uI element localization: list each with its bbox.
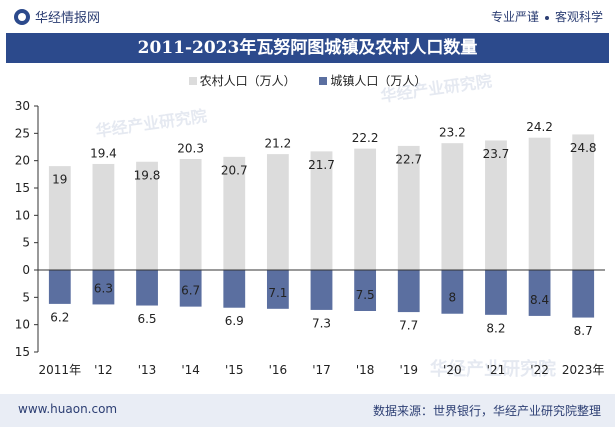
bar-urban <box>485 270 507 315</box>
y-axis: 30 25 20 15 10 5 0 5 10 15 <box>15 99 39 359</box>
bar-rural <box>572 134 595 270</box>
data-label-urban: 6.2 <box>50 310 69 324</box>
x-tick-label: 2011年 <box>39 363 82 377</box>
y-tick-label: 15 <box>15 181 30 195</box>
x-tick-label: '15 <box>225 363 244 377</box>
x-tick-label: '14 <box>181 363 200 377</box>
legend-label-rural: 农村人口（万人） <box>199 74 296 88</box>
bar-rural <box>310 151 333 270</box>
data-label-rural: 19.4 <box>90 146 117 160</box>
data-label-urban: 6.9 <box>225 314 244 328</box>
bar-rural <box>441 143 464 270</box>
bar-urban <box>136 270 158 306</box>
x-tick-label: '13 <box>138 363 157 377</box>
y-tick-label: 15 <box>15 345 30 359</box>
legend-label-urban: 城镇人口（万人） <box>330 74 427 88</box>
x-tick-label: 2023年 <box>562 363 605 377</box>
brand[interactable]: 华经情报网 <box>14 7 100 26</box>
x-tick-label: '22 <box>530 363 549 377</box>
data-label-urban: 7.5 <box>356 288 375 302</box>
bar-rural <box>397 145 420 270</box>
data-label-urban: 6.7 <box>181 284 200 298</box>
data-label-rural: 24.8 <box>570 141 597 155</box>
x-tick-label: '12 <box>94 363 113 377</box>
bar-rural <box>136 161 158 270</box>
data-label-urban: 8.2 <box>486 321 505 335</box>
data-label-rural: 19 <box>52 173 67 187</box>
data-label-rural: 20.7 <box>221 163 248 177</box>
x-tick-label: '16 <box>269 363 288 377</box>
y-tick-label: 10 <box>15 208 30 222</box>
data-label-rural: 22.2 <box>352 131 379 145</box>
y-tick-label: 25 <box>15 126 30 140</box>
bar-urban <box>354 270 377 311</box>
x-tick-label: '19 <box>399 363 418 377</box>
bar-rural <box>48 166 71 270</box>
legend-swatch-urban <box>319 76 328 85</box>
data-label-rural: 21.2 <box>265 137 292 151</box>
bar-urban <box>266 270 289 309</box>
x-tick-label: '20 <box>443 363 462 377</box>
bar-rural <box>528 137 551 270</box>
tagline-left: 专业严谨 <box>490 10 539 24</box>
data-label-urban: 7.1 <box>268 286 287 300</box>
x-tick-label: '18 <box>356 363 375 377</box>
separator-dot-icon <box>544 15 549 20</box>
tagline: 专业严谨 客观科学 <box>491 8 603 25</box>
data-labels: 19 6.2 19.4 6.3 19.8 6.5 20.3 6.7 20.7 6.9 21.2 7.1… <box>50 120 596 338</box>
data-label-urban: 7.7 <box>399 319 418 333</box>
data-label-rural: 21.7 <box>308 158 335 172</box>
chart-title: 2011-2023年瓦努阿图城镇及农村人口数量 <box>6 33 609 63</box>
y-tick-label: 0 <box>22 263 30 277</box>
data-label-urban: 6.3 <box>94 281 113 295</box>
x-tick-label: '21 <box>487 363 506 377</box>
bar-urban <box>528 270 551 316</box>
bar-urban <box>92 270 115 305</box>
bar-rural <box>266 154 289 270</box>
header-bar: 华经情报网 专业严谨 客观科学 <box>0 0 615 32</box>
legend-item-urban: 城镇人口（万人） <box>319 72 426 89</box>
x-tick-label: '17 <box>312 363 331 377</box>
bar-urban <box>310 270 333 310</box>
bar-urban <box>397 270 420 313</box>
bar-urban <box>48 270 71 304</box>
data-label-urban: 8.4 <box>530 293 549 307</box>
bar-urban <box>223 270 246 308</box>
bar-urban <box>441 270 464 314</box>
footer-source: 数据来源：世界银行，华经产业研究院整理 <box>372 404 601 418</box>
data-label-rural: 19.8 <box>134 168 161 182</box>
brand-name: 华经情报网 <box>35 11 101 26</box>
data-label-rural: 23.2 <box>439 126 466 140</box>
brand-logo-icon <box>14 8 30 25</box>
legend-swatch-rural <box>188 76 197 85</box>
footer-website[interactable]: www.huaon.com <box>18 402 118 416</box>
data-label-urban: 6.5 <box>137 312 156 326</box>
data-label-rural: 23.7 <box>483 147 510 161</box>
y-tick-label: 10 <box>15 318 30 332</box>
chart-legend: 农村人口（万人） 城镇人口（万人） <box>0 72 615 88</box>
footer: www.huaon.com 数据来源：世界银行，华经产业研究院整理 <box>0 394 615 427</box>
x-axis: 2011年 '12 '13 '14 '15 '16 '17 '18 '19 '20 '21 '22 20… <box>38 269 605 377</box>
bar-rural <box>223 156 246 270</box>
y-tick-label: 5 <box>22 290 30 304</box>
data-label-rural: 20.3 <box>177 141 204 155</box>
bar-rural <box>485 140 507 270</box>
y-tick-label: 30 <box>15 99 30 113</box>
data-label-urban: 7.3 <box>312 316 331 330</box>
bar-rural <box>354 148 377 270</box>
bars <box>48 134 595 318</box>
tagline-right: 客观科学 <box>554 10 603 24</box>
data-label-urban: 8.7 <box>574 324 593 338</box>
data-label-rural: 24.2 <box>526 120 553 134</box>
legend-item-rural: 农村人口（万人） <box>188 72 296 89</box>
y-tick-label: 5 <box>22 236 30 250</box>
bar-rural <box>179 159 202 270</box>
bar-urban <box>572 270 595 318</box>
data-label-rural: 22.7 <box>395 152 422 166</box>
bar-urban <box>179 270 202 307</box>
y-tick-label: 20 <box>15 154 30 168</box>
data-label-urban: 8 <box>449 291 457 305</box>
bar-rural <box>92 163 115 270</box>
